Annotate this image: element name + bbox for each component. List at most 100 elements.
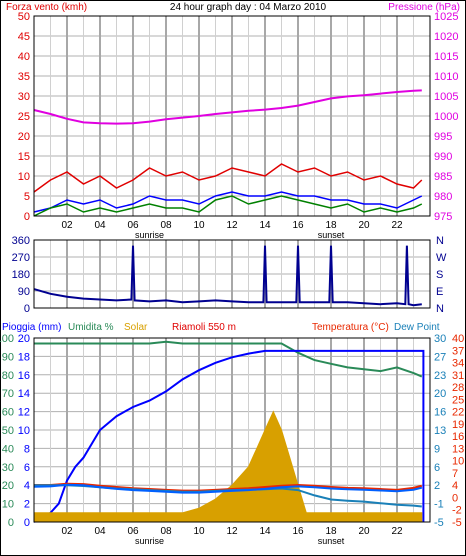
rain-axis-label: Pioggia (mm) bbox=[2, 322, 61, 333]
hour-tick-label: 04 bbox=[94, 526, 106, 537]
hour-tick-label: 16 bbox=[292, 526, 304, 537]
rain-temp-panel-frame bbox=[33, 337, 431, 523]
pressure-tick-label: 1015 bbox=[434, 51, 458, 63]
hour-tick-label: 22 bbox=[391, 526, 403, 537]
hour-tick-label: 06 bbox=[127, 220, 139, 231]
hour-tick-label: 18 bbox=[325, 526, 337, 537]
hour-tick-label: 12 bbox=[226, 526, 238, 537]
rain-tick-label: 6 bbox=[24, 462, 30, 474]
temperature-tick-label: -2 bbox=[452, 505, 462, 517]
direction-line bbox=[33, 245, 422, 307]
sunset-label: sunset bbox=[318, 230, 345, 240]
direction-panel-frame bbox=[33, 239, 431, 309]
pressure-tick-label: 995 bbox=[434, 131, 452, 143]
rain-tick-label: 20 bbox=[18, 333, 30, 345]
direction-tick-label: 270 bbox=[12, 252, 30, 264]
compass-tick-label: N bbox=[436, 235, 444, 247]
dew-point-tick-label: 23 bbox=[434, 370, 446, 382]
sunrise-label: sunrise bbox=[135, 536, 164, 546]
pressure-tick-label: 985 bbox=[434, 171, 452, 183]
series-layer bbox=[33, 89, 425, 523]
humidity-tick-label: 60 bbox=[2, 407, 14, 419]
hour-tick-label: 22 bbox=[391, 220, 403, 231]
compass-tick-label: S bbox=[436, 269, 443, 281]
temperature-tick-label: 13 bbox=[452, 443, 464, 455]
dew-point-tick-label: 2 bbox=[434, 480, 440, 492]
direction-tick-label: 360 bbox=[12, 235, 30, 247]
wind-tick-label: 30 bbox=[18, 91, 30, 103]
temperature-tick-label: 7 bbox=[452, 468, 458, 480]
wind-tick-label: 25 bbox=[18, 111, 30, 123]
wind-tick-label: 5 bbox=[24, 191, 30, 203]
rain-tick-label: 8 bbox=[24, 443, 30, 455]
temperature-tick-label: 19 bbox=[452, 419, 464, 431]
hour-tick-label: 02 bbox=[61, 526, 73, 537]
temperature-tick-label: 34 bbox=[452, 358, 464, 370]
hour-tick-label: 08 bbox=[160, 220, 172, 231]
gust_wind-line bbox=[33, 195, 423, 217]
solar-area bbox=[33, 410, 423, 523]
humidity-tick-label: 70 bbox=[2, 388, 14, 400]
dew-point-tick-label: 9 bbox=[434, 443, 440, 455]
temperature-tick-label: 37 bbox=[452, 345, 464, 357]
temperature-tick-label: 4 bbox=[452, 480, 458, 492]
pressure-line bbox=[33, 89, 422, 125]
wind-tick-label: 10 bbox=[18, 171, 30, 183]
humidity-tick-label: 0 bbox=[8, 517, 14, 529]
hour-tick-label: 10 bbox=[193, 220, 205, 231]
dew-point-tick-label: 13 bbox=[434, 425, 446, 437]
rain-tick-label: 16 bbox=[18, 370, 30, 382]
wind-tick-label: 35 bbox=[18, 71, 30, 83]
hour-tick-label: 10 bbox=[193, 526, 205, 537]
hour-tick-label: 02 bbox=[61, 220, 73, 231]
humidity-line bbox=[34, 340, 423, 378]
avg_wind-line bbox=[33, 191, 423, 213]
pressure-tick-label: 975 bbox=[434, 211, 452, 223]
temperature-tick-label: 16 bbox=[452, 431, 464, 443]
wind-tick-label: 20 bbox=[18, 131, 30, 143]
humidity-tick-label: 50 bbox=[2, 425, 14, 437]
compass-tick-label: N bbox=[436, 303, 444, 315]
dew-point-tick-label: -1 bbox=[434, 499, 444, 511]
chill-line bbox=[33, 483, 423, 494]
pressure-tick-label: 1025 bbox=[434, 11, 458, 23]
temperature-tick-label: 28 bbox=[452, 382, 464, 394]
wind-tick-label: 50 bbox=[18, 11, 30, 23]
humidity-tick-label: 90 bbox=[2, 351, 14, 363]
hour-tick-label: 14 bbox=[259, 220, 271, 231]
frames-layer bbox=[33, 15, 431, 523]
pressure-tick-label: 990 bbox=[434, 151, 452, 163]
wind-tick-label: 40 bbox=[18, 51, 30, 63]
rain-line bbox=[33, 349, 425, 523]
dew-point-tick-label: 16 bbox=[434, 407, 446, 419]
hour-tick-label: 20 bbox=[358, 220, 370, 231]
hour-tick-label: 14 bbox=[259, 526, 271, 537]
hour-tick-label: 06 bbox=[127, 526, 139, 537]
direction-tick-label: 180 bbox=[12, 269, 30, 281]
hour-tick-label: 08 bbox=[160, 526, 172, 537]
humidity-tick-label: 80 bbox=[2, 370, 14, 382]
grid-layer bbox=[34, 16, 430, 522]
dew-point-tick-label: -5 bbox=[434, 517, 444, 529]
compass-tick-label: E bbox=[436, 286, 443, 298]
dew-point-axis-label: Dew Point bbox=[394, 322, 440, 333]
rain-tick-label: 14 bbox=[18, 388, 30, 400]
dew-point-tick-label: 30 bbox=[434, 333, 446, 345]
pressure-axis-label: Pressione (hPa) bbox=[388, 2, 460, 13]
humidity-tick-label: 100 bbox=[0, 333, 14, 345]
rain-tick-label: 18 bbox=[18, 351, 30, 363]
hour-tick-label: 16 bbox=[292, 220, 304, 231]
rain-tick-label: 12 bbox=[18, 407, 30, 419]
humidity-axis-label: Umidita % bbox=[68, 322, 114, 333]
hour-tick-label: 20 bbox=[358, 526, 370, 537]
rain-tick-label: 4 bbox=[24, 480, 30, 492]
temperature-tick-label: 25 bbox=[452, 394, 464, 406]
pressure-tick-label: 1005 bbox=[434, 91, 458, 103]
rain-tick-label: 0 bbox=[24, 517, 30, 529]
temperature-tick-label: -5 bbox=[452, 517, 462, 529]
dew-point-tick-label: 20 bbox=[434, 388, 446, 400]
pressure-tick-label: 980 bbox=[434, 191, 452, 203]
wind-panel-frame bbox=[33, 15, 431, 217]
station-label: Riamoli 550 m bbox=[172, 322, 236, 333]
